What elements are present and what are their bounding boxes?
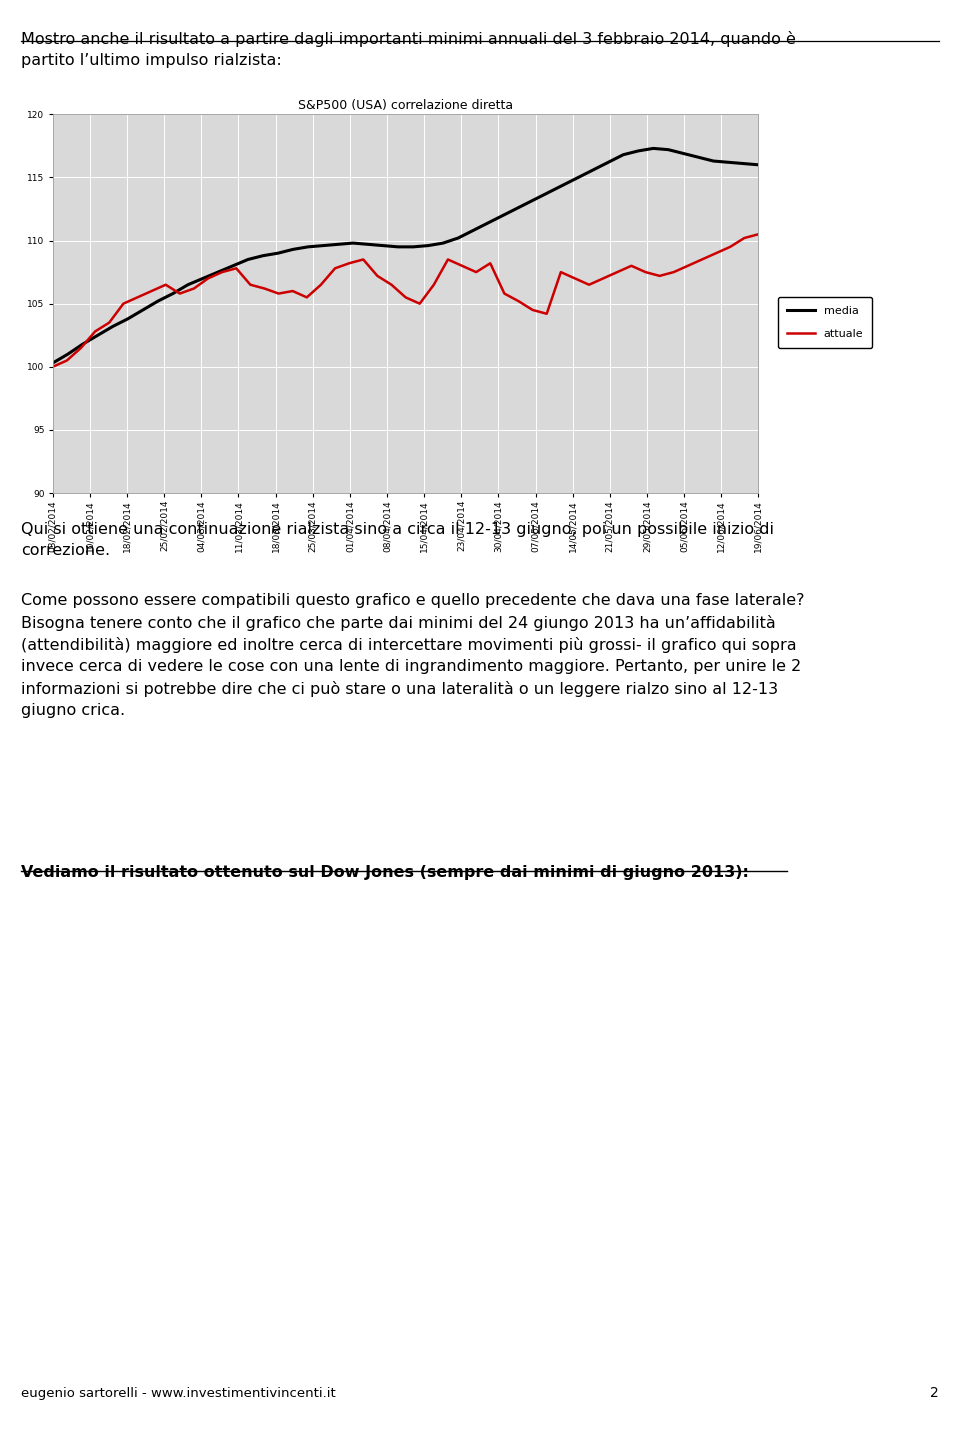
Text: Come possono essere compatibili questo grafico e quello precedente che dava una : Come possono essere compatibili questo g… xyxy=(21,593,804,717)
media xyxy=(377,237,389,254)
media xyxy=(212,263,224,280)
media xyxy=(678,144,689,161)
Legend: media, attuale: media, attuale xyxy=(778,297,872,349)
media xyxy=(633,143,644,160)
media xyxy=(708,153,719,170)
media xyxy=(152,293,163,310)
media xyxy=(422,237,434,254)
attuale xyxy=(513,293,524,310)
media xyxy=(662,141,674,159)
media xyxy=(167,284,179,302)
media xyxy=(468,221,479,239)
Line: media: media xyxy=(53,149,758,363)
media xyxy=(182,276,194,293)
attuale xyxy=(738,230,750,247)
media xyxy=(753,156,764,173)
media xyxy=(692,149,704,166)
media xyxy=(452,230,464,247)
media xyxy=(527,191,539,209)
attuale xyxy=(259,280,271,297)
media xyxy=(302,239,314,256)
media xyxy=(77,336,88,353)
Text: partito l’ultimo impulso rialzista:: partito l’ultimo impulso rialzista: xyxy=(21,53,282,67)
media xyxy=(137,302,149,319)
media xyxy=(108,317,119,334)
media xyxy=(257,247,269,264)
media xyxy=(438,234,449,252)
media xyxy=(497,207,509,224)
Line: attuale: attuale xyxy=(53,234,758,367)
media xyxy=(47,354,59,372)
media xyxy=(287,242,299,259)
media xyxy=(572,169,584,186)
attuale xyxy=(555,263,566,280)
Text: eugenio sartorelli - www.investimentivincenti.it: eugenio sartorelli - www.investimentivin… xyxy=(21,1388,336,1400)
media xyxy=(542,184,554,201)
media xyxy=(513,199,524,216)
media xyxy=(348,234,359,252)
attuale xyxy=(273,284,284,302)
attuale xyxy=(203,270,214,287)
attuale xyxy=(47,359,59,376)
media xyxy=(242,252,253,269)
Title: S&P500 (USA) correlazione diretta: S&P500 (USA) correlazione diretta xyxy=(298,99,514,111)
media xyxy=(588,161,599,179)
media xyxy=(332,236,344,253)
media xyxy=(603,154,614,171)
Text: Qui si ottiene una continuazione rialzista sino a circa il 12-13 giugno, poi un : Qui si ottiene una continuazione rialzis… xyxy=(21,522,774,557)
media xyxy=(228,257,239,274)
attuale xyxy=(753,226,764,243)
media xyxy=(317,237,328,254)
Text: Vediamo il risultato ottenuto sul Dow Jones (sempre dai minimi di giugno 2013):: Vediamo il risultato ottenuto sul Dow Jo… xyxy=(21,865,749,879)
media xyxy=(737,154,749,171)
Text: 2: 2 xyxy=(930,1386,939,1400)
media xyxy=(393,239,404,256)
media xyxy=(362,236,373,253)
media xyxy=(648,140,660,157)
media xyxy=(62,346,74,363)
Text: Mostro anche il risultato a partire dagli importanti minimi annuali del 3 febbra: Mostro anche il risultato a partire dagl… xyxy=(21,31,796,47)
media xyxy=(407,239,419,256)
media xyxy=(558,176,569,193)
media xyxy=(483,214,494,231)
media xyxy=(197,270,208,287)
media xyxy=(617,146,629,163)
media xyxy=(122,310,133,327)
media xyxy=(723,154,734,171)
media xyxy=(92,327,104,344)
media xyxy=(273,244,284,262)
